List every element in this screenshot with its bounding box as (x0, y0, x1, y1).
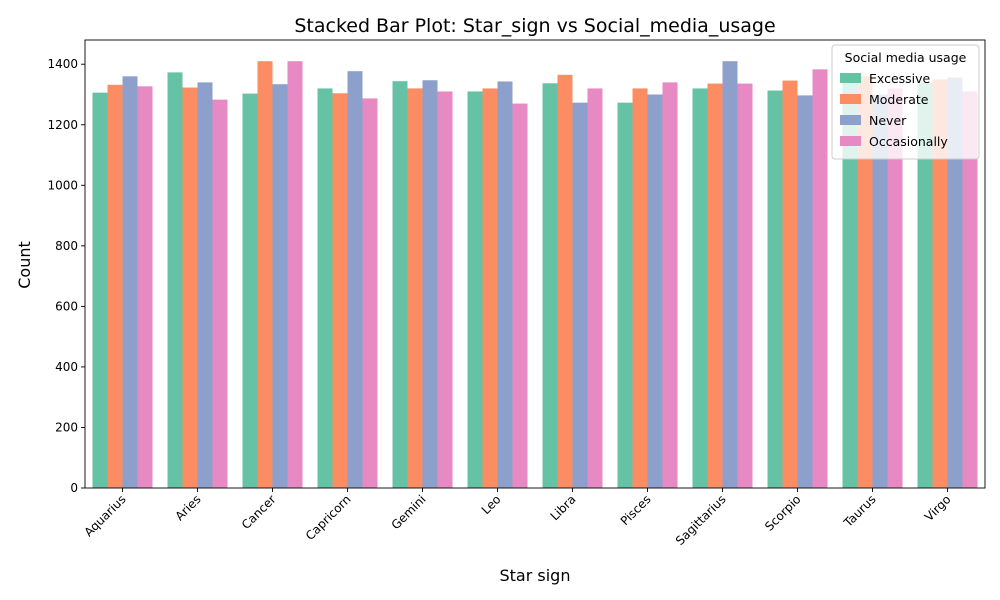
bar-aries-never (197, 82, 213, 488)
legend-box (831, 44, 980, 160)
legend-swatch-never (840, 115, 861, 125)
legend-label-excessive: Excessive (869, 71, 931, 86)
legend-swatch-occasionally (840, 136, 861, 146)
legend-label-never: Never (869, 113, 907, 128)
x-tick-label: Virgo (922, 492, 954, 524)
bar-gemini-never (422, 80, 438, 488)
bar-libra-occasionally (587, 88, 603, 489)
y-tick-label: 200 (55, 420, 78, 434)
chart-title: Stacked Bar Plot: Star_sign vs Social_me… (294, 15, 775, 37)
bar-sagittarius-excessive (692, 88, 708, 489)
bar-aquarius-never (122, 76, 138, 488)
bar-aries-occasionally (212, 99, 228, 488)
bar-aries-excessive (167, 72, 183, 488)
bar-pisces-occasionally (662, 82, 678, 488)
legend-label-moderate: Moderate (869, 92, 929, 107)
bar-gemini-excessive (392, 81, 408, 489)
bar-scorpio-moderate (782, 80, 798, 488)
x-axis-title: Star sign (500, 566, 571, 585)
y-axis-title: Count (15, 241, 34, 289)
y-tick-label: 600 (55, 299, 78, 313)
legend-label-occasionally: Occasionally (869, 134, 948, 149)
bar-aquarius-occasionally (137, 86, 153, 488)
bar-libra-excessive (542, 83, 558, 488)
bar-taurus-never (872, 94, 888, 489)
bar-capricorn-never (347, 71, 363, 489)
y-tick-label: 1200 (47, 118, 78, 132)
x-tick-label: Leo (479, 492, 504, 517)
x-tick-label: Pisces (618, 492, 654, 528)
x-tick-label: Sagittarius (673, 492, 729, 548)
bar-virgo-occasionally (962, 91, 978, 489)
legend-title: Social media usage (845, 50, 967, 65)
x-tick-label: Cancer (239, 492, 279, 532)
bar-libra-moderate (557, 74, 573, 488)
bar-scorpio-never (797, 95, 813, 488)
legend-swatch-moderate (840, 94, 861, 104)
bar-virgo-never (947, 77, 963, 488)
bar-virgo-moderate (932, 79, 948, 488)
bar-aquarius-moderate (107, 84, 123, 489)
bar-taurus-excessive (842, 77, 858, 488)
bar-cancer-excessive (242, 93, 258, 488)
bars-layer (92, 61, 978, 489)
bar-cancer-never (272, 84, 288, 488)
y-tick-label: 1400 (47, 57, 78, 71)
x-axis: Aquarius Aries Cancer Capricorn Gemini Leo Lib… (81, 488, 954, 548)
bar-pisces-never (647, 94, 663, 489)
y-tick-label: 400 (55, 360, 78, 374)
bar-libra-never (572, 102, 588, 488)
bar-aquarius-excessive (92, 92, 108, 489)
bar-capricorn-moderate (332, 93, 348, 488)
x-tick-label: Scorpio (762, 492, 804, 534)
x-tick-label: Aquarius (81, 492, 128, 539)
bar-capricorn-excessive (317, 88, 333, 489)
x-tick-label: Capricorn (303, 492, 354, 543)
legend-swatch-excessive (840, 73, 861, 83)
bar-scorpio-excessive (767, 90, 783, 489)
bar-leo-excessive (467, 91, 483, 489)
bar-leo-occasionally (512, 103, 528, 488)
bar-pisces-moderate (632, 88, 648, 489)
y-tick-label: 0 (70, 481, 78, 495)
x-tick-label: Taurus (840, 492, 878, 530)
bar-pisces-excessive (617, 102, 633, 488)
y-tick-label: 1000 (47, 178, 78, 192)
bar-cancer-occasionally (287, 61, 303, 488)
y-axis: 0 200 400 600 800 1000 1200 1400 (47, 57, 85, 495)
bar-aries-moderate (182, 87, 198, 489)
bar-taurus-moderate (857, 76, 873, 488)
bar-sagittarius-occasionally (737, 83, 753, 488)
plot-frame (84, 39, 986, 489)
bar-cancer-moderate (257, 61, 273, 488)
bar-capricorn-occasionally (362, 98, 378, 489)
y-tick-label: 800 (55, 239, 78, 253)
bar-sagittarius-moderate (707, 83, 723, 488)
bar-virgo-excessive (917, 82, 933, 488)
x-tick-label: Aries (172, 492, 203, 523)
bar-gemini-occasionally (437, 91, 453, 489)
x-tick-label: Libra (548, 492, 579, 523)
bar-gemini-moderate (407, 88, 423, 489)
legend-items: Excessive Moderate Never Occasionally (840, 71, 948, 149)
bar-scorpio-occasionally (812, 69, 828, 489)
x-tick-label: Gemini (389, 492, 429, 532)
bar-sagittarius-never (722, 61, 738, 488)
bar-leo-never (497, 81, 513, 488)
bar-taurus-occasionally (887, 88, 903, 489)
legend: Social media usage Excessive Moderate Neve… (831, 44, 980, 160)
bar-leo-moderate (482, 88, 498, 489)
